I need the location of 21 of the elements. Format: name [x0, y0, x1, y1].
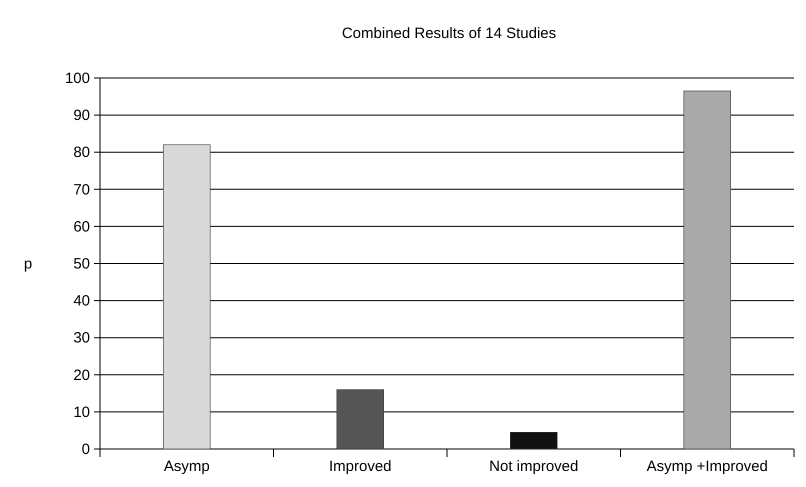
chart-title: Combined Results of 14 Studies — [342, 25, 556, 42]
x-tick-label: Not improved — [489, 458, 578, 475]
y-tick-label: 60 — [73, 218, 90, 236]
bar — [336, 389, 384, 450]
x-tick-label: Asymp +Improved — [646, 458, 768, 475]
y-tick-label: 10 — [73, 404, 90, 421]
y-tick-label: 70 — [73, 181, 90, 198]
y-tick-label: 40 — [73, 292, 90, 310]
x-tick-label: Improved — [328, 458, 392, 475]
y-tick-label: 30 — [73, 330, 90, 347]
bar — [163, 144, 210, 450]
y-tick-label: 100 — [64, 70, 90, 87]
y-tick-label: 20 — [73, 366, 90, 384]
bar — [684, 90, 731, 450]
y-axis-title: p — [24, 256, 32, 272]
y-tick-label: 80 — [73, 144, 90, 162]
y-tick-label: 50 — [73, 256, 90, 272]
y-tick-label: 0 — [82, 441, 90, 458]
y-tick-label: 90 — [73, 107, 90, 124]
x-tick-label: Asymp — [164, 458, 210, 475]
bar — [510, 432, 558, 450]
